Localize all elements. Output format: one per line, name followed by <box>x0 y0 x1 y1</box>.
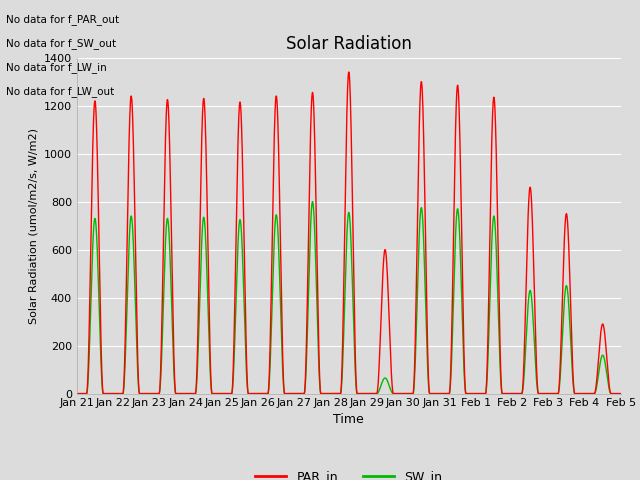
PAR_in <box>167 216 175 221</box>
PAR_in <box>305 205 313 211</box>
Line: SW_in: SW_in <box>77 202 621 394</box>
PAR_in <box>282 391 289 396</box>
Legend: PAR_in, SW_in: PAR_in, SW_in <box>250 465 447 480</box>
SW_in <box>282 391 289 396</box>
PAR_in <box>135 385 143 391</box>
Text: No data for f_PAR_out: No data for f_PAR_out <box>6 14 120 25</box>
SW_in <box>308 199 316 204</box>
Text: No data for f_LW_out: No data for f_LW_out <box>6 86 115 97</box>
Text: No data for f_SW_out: No data for f_SW_out <box>6 38 116 49</box>
SW_in <box>305 273 313 278</box>
SW_in <box>617 391 625 396</box>
PAR_in <box>345 69 353 75</box>
PAR_in <box>73 391 81 396</box>
Line: PAR_in: PAR_in <box>77 72 621 394</box>
PAR_in <box>617 391 625 396</box>
Text: No data for f_LW_in: No data for f_LW_in <box>6 62 107 73</box>
PAR_in <box>548 391 556 396</box>
Y-axis label: Solar Radiation (umol/m2/s, W/m2): Solar Radiation (umol/m2/s, W/m2) <box>28 128 38 324</box>
SW_in <box>135 388 143 394</box>
SW_in <box>167 286 175 292</box>
PAR_in <box>607 389 614 395</box>
X-axis label: Time: Time <box>333 413 364 426</box>
SW_in <box>548 391 556 396</box>
Title: Solar Radiation: Solar Radiation <box>286 35 412 53</box>
SW_in <box>73 391 81 396</box>
SW_in <box>607 390 614 396</box>
